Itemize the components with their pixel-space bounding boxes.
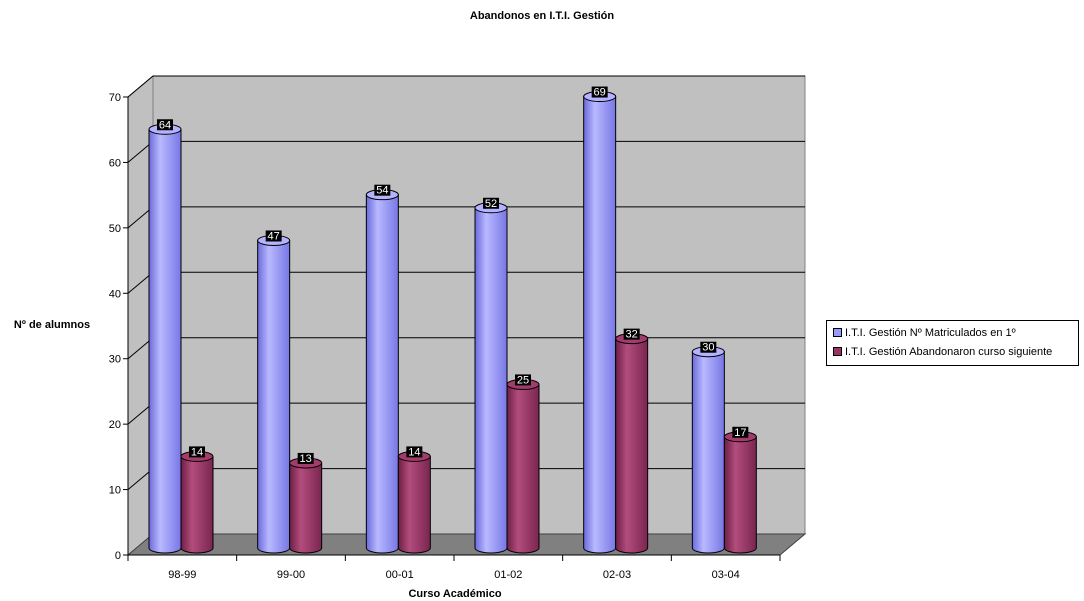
value-label: 69 [594, 87, 606, 99]
x-tick-label: 03-04 [712, 569, 740, 581]
value-label-bg [700, 341, 717, 353]
value-label: 30 [702, 342, 714, 354]
bar-matriculados [365, 189, 399, 554]
value-label: 52 [485, 198, 497, 210]
bar-abandonaron [723, 431, 757, 554]
bar-matriculados [257, 234, 291, 554]
bar-matriculados [691, 346, 725, 554]
bar-matriculados [474, 202, 508, 554]
chart-title: Abandonos en I.T.I. Gestión [470, 10, 615, 22]
value-label-bg [732, 426, 749, 438]
bar-abandonaron [289, 457, 323, 554]
gridline-side [127, 75, 154, 98]
value-label: 54 [376, 185, 388, 197]
y-tick-label: 70 [109, 92, 121, 104]
y-tick-label: 60 [109, 157, 121, 169]
legend-label: I.T.I. Gestión Nº Matriculados en 1º [845, 327, 1016, 339]
x-tick-label: 00-01 [386, 569, 414, 581]
value-label-bg [483, 197, 499, 209]
legend-swatch-abandonaron [833, 346, 842, 356]
legend-item: I.T.I. Gestión Abandonaron curso siguien… [833, 346, 1052, 358]
bar-abandonaron [615, 333, 649, 554]
x-tick-label: 02-03 [603, 569, 631, 581]
bar-abandonaron [397, 450, 431, 554]
bars [148, 91, 757, 554]
value-label: 14 [191, 446, 203, 458]
y-tick-label: 40 [109, 288, 121, 300]
legend: I.T.I. Gestión Nº Matriculados en 1º I.T… [826, 320, 1079, 366]
legend-item: I.T.I. Gestión Nº Matriculados en 1º [833, 327, 1016, 339]
y-tick-label: 50 [109, 223, 121, 235]
value-label-bg [189, 446, 205, 458]
bar-abandonaron [506, 378, 540, 554]
value-label-bg [265, 230, 282, 242]
value-label: 25 [517, 374, 529, 386]
value-label-bg [297, 452, 314, 464]
value-label: 47 [268, 230, 280, 242]
x-axis: 98-99 99-00 00-01 01-02 02-03 03-04 [127, 554, 781, 581]
y-tick-label: 0 [115, 550, 121, 562]
y-tick-label: 30 [109, 354, 121, 366]
value-label-bg [406, 446, 423, 458]
bar-matriculados [148, 123, 182, 554]
value-label-bg [374, 184, 391, 196]
y-axis-title: Nº de alumnos [14, 319, 90, 331]
x-tick-label: 99-00 [277, 569, 305, 581]
value-label-bg [591, 86, 608, 98]
value-label: 32 [626, 329, 638, 341]
legend-label: I.T.I. Gestión Abandonaron curso siguien… [845, 346, 1053, 358]
x-tick-label: 01-02 [494, 569, 522, 581]
bar-matriculados [583, 91, 617, 554]
value-label-bg [157, 119, 173, 131]
value-label: 14 [408, 446, 420, 458]
y-axis: 0 10 20 30 40 50 60 70 [109, 92, 129, 562]
value-label: 13 [300, 453, 312, 465]
legend-swatch-matriculados [833, 327, 842, 337]
bar-abandonaron [180, 450, 214, 554]
value-label-bg [623, 328, 640, 340]
value-label: 64 [159, 119, 171, 131]
value-label-bg [515, 374, 531, 386]
value-label: 17 [734, 427, 746, 439]
x-tick-label: 98-99 [168, 569, 196, 581]
y-tick-label: 20 [109, 419, 121, 431]
y-tick-label: 10 [109, 485, 121, 497]
value-labels: 64 47 54 52 69 30 14 13 14 25 32 17 [157, 86, 749, 465]
x-axis-title: Curso Académico [408, 588, 501, 600]
